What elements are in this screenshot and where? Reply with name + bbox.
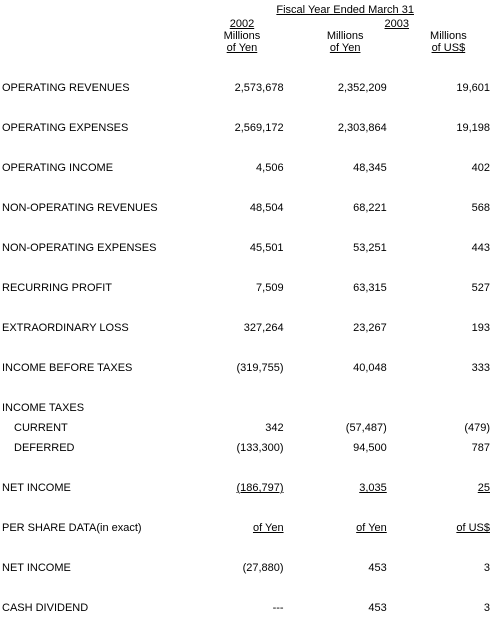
label: RECURRING PROFIT xyxy=(0,282,190,294)
val-b: 23,267 xyxy=(294,322,397,334)
row-income-taxes: INCOME TAXES xyxy=(0,402,500,414)
val-a: 48,504 xyxy=(190,202,293,214)
header-year-2002: 2002 xyxy=(190,18,293,30)
val-a: (186,797) xyxy=(236,482,283,494)
header-year-2003: 2003 xyxy=(294,18,500,30)
header-period: Fiscal Year Ended March 31 xyxy=(190,4,500,18)
label: CURRENT xyxy=(0,422,190,434)
val-b: 40,048 xyxy=(294,362,397,374)
label: NET INCOME xyxy=(0,482,190,494)
label: PER SHARE DATA(in exact) xyxy=(0,522,190,534)
unit-c1: Millions xyxy=(397,30,500,42)
row-operating-income: OPERATING INCOME 4,506 48,345 402 xyxy=(0,162,500,174)
val-b: 453 xyxy=(294,602,397,614)
row-income-before-taxes: INCOME BEFORE TAXES (319,755) 40,048 333 xyxy=(0,362,500,374)
val-a: 45,501 xyxy=(190,242,293,254)
val-a: 7,509 xyxy=(190,282,293,294)
val-c: of US$ xyxy=(456,522,490,534)
val-a: --- xyxy=(190,602,293,614)
val-a: (27,880) xyxy=(190,562,293,574)
row-cash-dividend: CASH DIVIDEND --- 453 3 xyxy=(0,602,500,614)
val-c: 25 xyxy=(478,482,490,494)
val-c: 568 xyxy=(397,202,500,214)
val-a: 2,573,678 xyxy=(190,82,293,94)
val-b: 53,251 xyxy=(294,242,397,254)
val-c: 527 xyxy=(397,282,500,294)
label: NON-OPERATING EXPENSES xyxy=(0,242,190,254)
label: INCOME BEFORE TAXES xyxy=(0,362,190,374)
row-net-income-per-share: NET INCOME (27,880) 453 3 xyxy=(0,562,500,574)
val-c: 333 xyxy=(397,362,500,374)
val-c: 3 xyxy=(397,562,500,574)
val-a: 327,264 xyxy=(190,322,293,334)
label: CASH DIVIDEND xyxy=(0,602,190,614)
unit-a2: of Yen xyxy=(190,42,293,54)
val-a: 342 xyxy=(190,422,293,434)
val-b: of Yen xyxy=(356,522,387,534)
label: OPERATING EXPENSES xyxy=(0,122,190,134)
val-b: 2,303,864 xyxy=(294,122,397,134)
unit-a1: Millions xyxy=(190,30,293,42)
val-b: 2,352,209 xyxy=(294,82,397,94)
val-a: 2,569,172 xyxy=(190,122,293,134)
val-b: 94,500 xyxy=(294,442,397,454)
label: INCOME TAXES xyxy=(0,402,190,414)
label: OPERATING INCOME xyxy=(0,162,190,174)
val-c: 3 xyxy=(397,602,500,614)
label: EXTRAORDINARY LOSS xyxy=(0,322,190,334)
val-c: 19,198 xyxy=(397,122,500,134)
row-recurring-profit: RECURRING PROFIT 7,509 63,315 527 xyxy=(0,282,500,294)
row-extraordinary-loss: EXTRAORDINARY LOSS 327,264 23,267 193 xyxy=(0,322,500,334)
header-period-row: Fiscal Year Ended March 31 xyxy=(0,4,500,18)
header-units-row1: Millions Millions Millions xyxy=(0,30,500,42)
val-b: 63,315 xyxy=(294,282,397,294)
val-a: (133,300) xyxy=(190,442,293,454)
row-per-share-data: PER SHARE DATA(in exact) of Yen of Yen o… xyxy=(0,522,500,534)
val-c: (479) xyxy=(397,422,500,434)
val-c: 402 xyxy=(397,162,500,174)
row-net-income: NET INCOME (186,797) 3,035 25 xyxy=(0,482,500,494)
val-c: 193 xyxy=(397,322,500,334)
val-b: 453 xyxy=(294,562,397,574)
val-a: of Yen xyxy=(253,522,284,534)
unit-c2: of US$ xyxy=(397,42,500,54)
label: DEFERRED xyxy=(0,442,190,454)
row-operating-expenses: OPERATING EXPENSES 2,569,172 2,303,864 1… xyxy=(0,122,500,134)
row-non-operating-revenues: NON-OPERATING REVENUES 48,504 68,221 568 xyxy=(0,202,500,214)
row-non-operating-expenses: NON-OPERATING EXPENSES 45,501 53,251 443 xyxy=(0,242,500,254)
val-b: 48,345 xyxy=(294,162,397,174)
label: NET INCOME xyxy=(0,562,190,574)
unit-b2: of Yen xyxy=(294,42,397,54)
financial-statement-table: Fiscal Year Ended March 31 2002 2003 Mil… xyxy=(0,4,500,614)
val-a: (319,755) xyxy=(190,362,293,374)
unit-b1: Millions xyxy=(294,30,397,42)
label: NON-OPERATING REVENUES xyxy=(0,202,190,214)
val-b: 3,035 xyxy=(359,482,387,494)
val-c: 443 xyxy=(397,242,500,254)
header-years-row: 2002 2003 xyxy=(0,18,500,30)
val-b: 68,221 xyxy=(294,202,397,214)
val-a: 4,506 xyxy=(190,162,293,174)
header-units-row2: of Yen of Yen of US$ xyxy=(0,42,500,54)
row-current: CURRENT 342 (57,487) (479) xyxy=(0,422,500,434)
val-c: 19,601 xyxy=(397,82,500,94)
val-b: (57,487) xyxy=(294,422,397,434)
row-deferred: DEFERRED (133,300) 94,500 787 xyxy=(0,442,500,454)
row-operating-revenues: OPERATING REVENUES 2,573,678 2,352,209 1… xyxy=(0,82,500,94)
val-c: 787 xyxy=(397,442,500,454)
label: OPERATING REVENUES xyxy=(0,82,190,94)
